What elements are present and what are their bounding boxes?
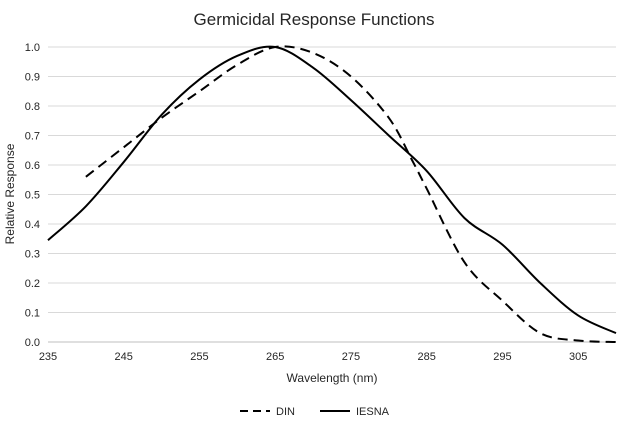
- series-line-din: [85, 45, 617, 343]
- x-axis-label: Wavelength (nm): [287, 371, 378, 385]
- legend-label-iesna: IESNA: [356, 406, 390, 418]
- y-tick-label: 0.9: [25, 72, 40, 84]
- x-tick-label: 305: [569, 351, 587, 363]
- x-tick-label: 295: [493, 351, 511, 363]
- y-tick-label: 0.6: [25, 160, 40, 172]
- gridlines: [48, 46, 616, 313]
- chart-title: Germicidal Response Functions: [194, 10, 435, 29]
- legend: DIN IESNA: [240, 406, 390, 418]
- legend-label-din: DIN: [276, 406, 295, 418]
- y-axis-label: Relative Response: [3, 143, 17, 244]
- tick-labels: 0.0 0.1 0.2 0.3 0.4 0.5 0.6 0.7 0.8 0.9 1.0 235 245 2…: [25, 42, 588, 363]
- x-tick-label: 255: [190, 351, 208, 363]
- x-tick-label: 265: [266, 351, 284, 363]
- series-lines: [47, 45, 617, 343]
- y-tick-label: 0.0: [25, 337, 40, 349]
- y-tick-label: 0.3: [25, 249, 40, 261]
- y-tick-label: 0.5: [25, 190, 40, 202]
- y-tick-label: 1.0: [25, 42, 40, 54]
- series-line-iesna: [47, 45, 617, 335]
- y-tick-label: 0.4: [25, 219, 40, 231]
- y-tick-label: 0.8: [25, 101, 40, 113]
- y-tick-label: 0.7: [25, 131, 40, 143]
- x-tick-label: 235: [39, 351, 57, 363]
- x-tick-label: 285: [417, 351, 435, 363]
- y-tick-label: 0.1: [25, 308, 40, 320]
- y-tick-label: 0.2: [25, 278, 40, 290]
- x-tick-label: 245: [115, 351, 133, 363]
- x-tick-label: 275: [342, 351, 360, 363]
